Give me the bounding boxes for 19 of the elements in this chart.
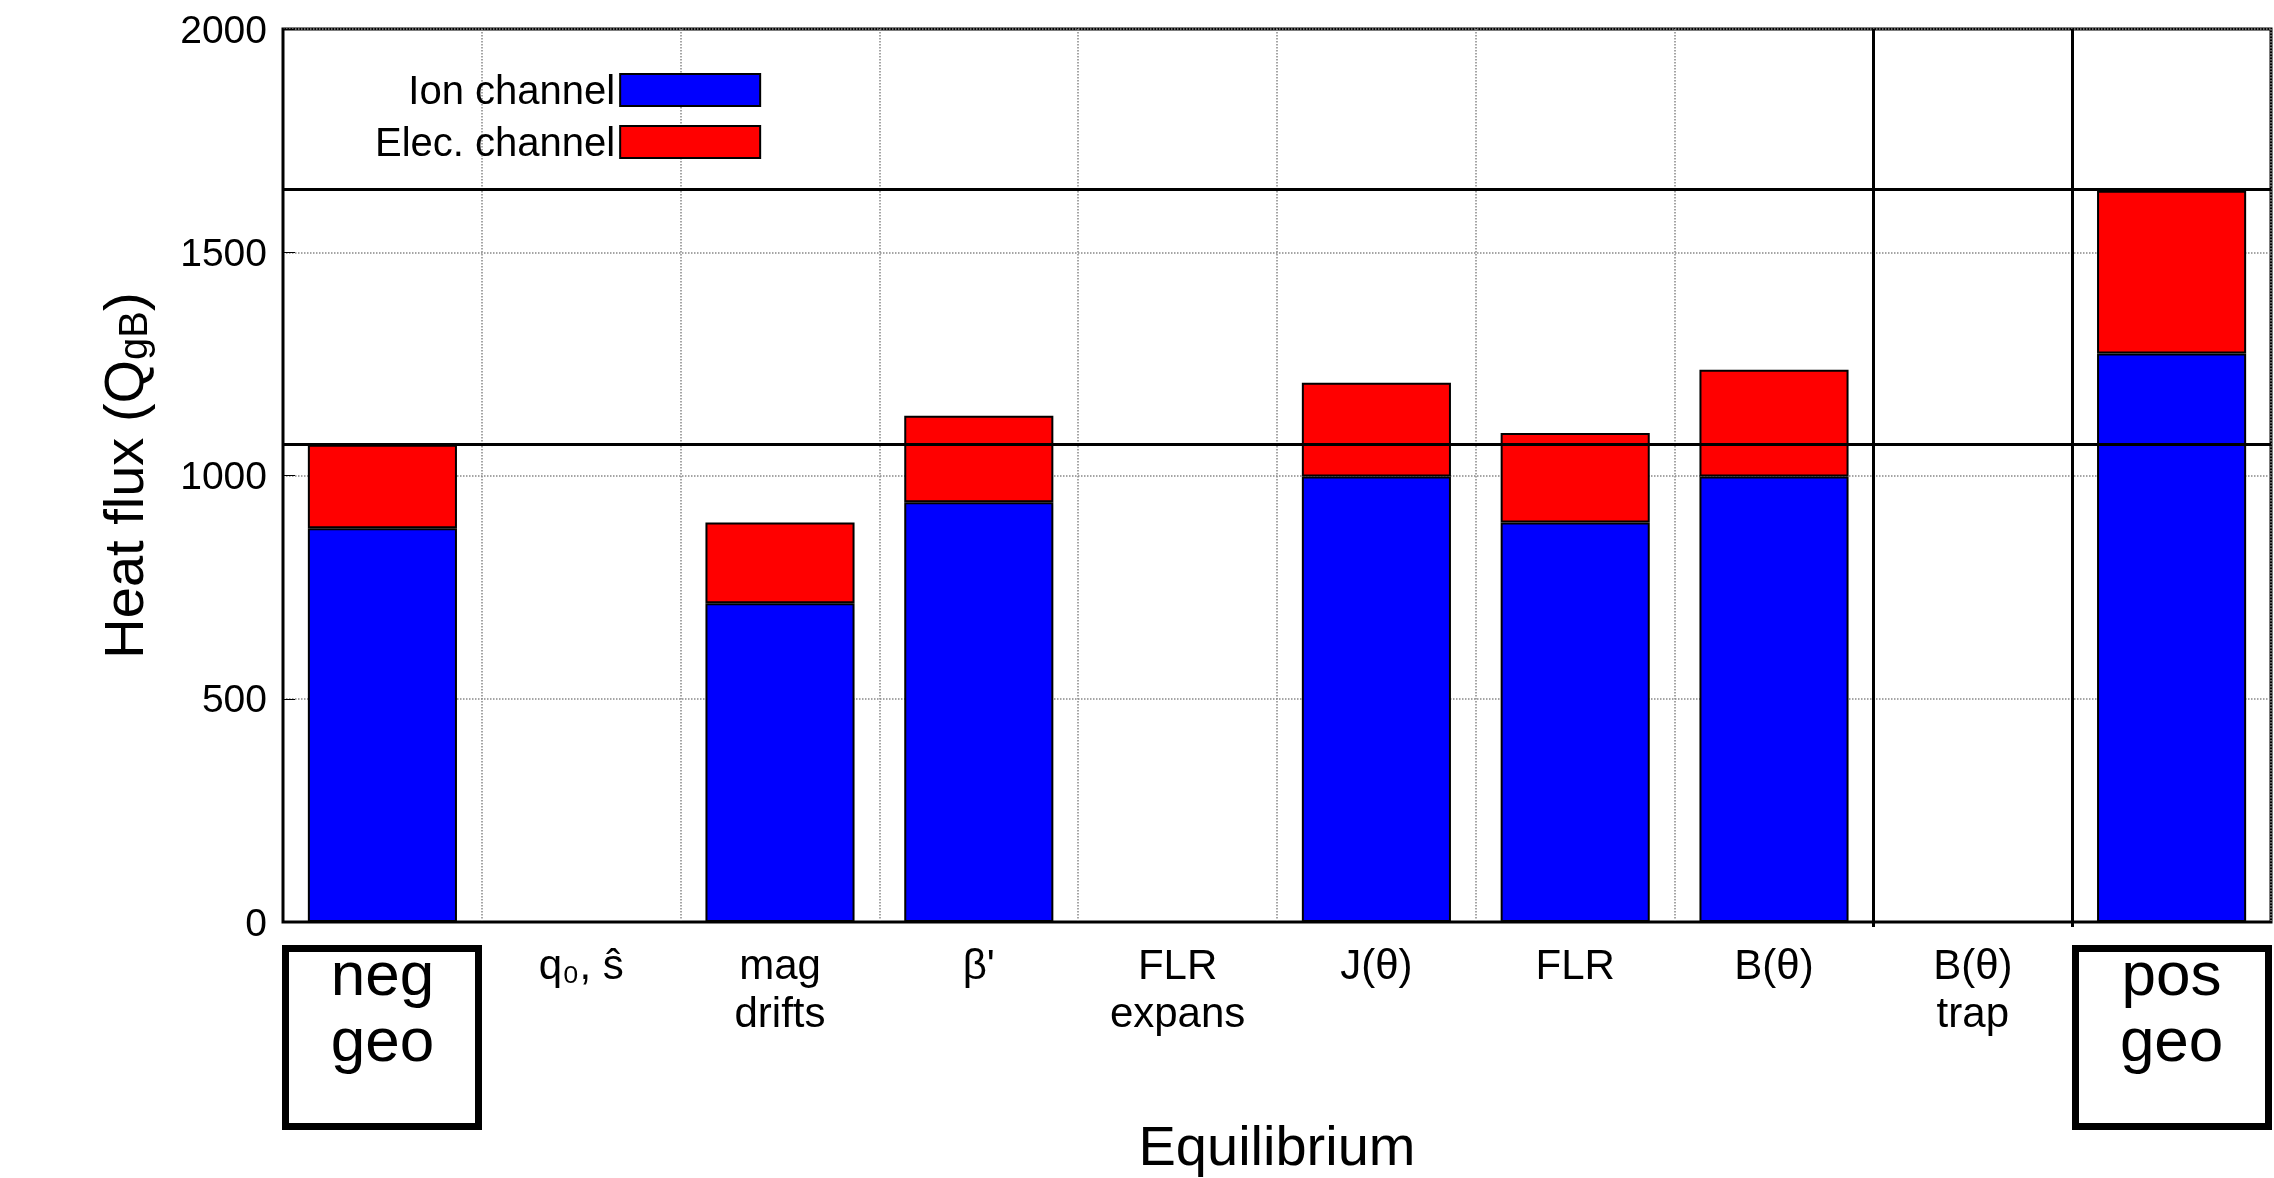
- y-tick-label: 2000: [180, 7, 267, 51]
- x-tick-label: J(θ): [1340, 940, 1413, 988]
- x-tick-label: FLR expans: [1109, 940, 1246, 1036]
- y-tick-label: 1000: [180, 454, 267, 497]
- legend-label: Ion channel: [408, 68, 616, 112]
- y-axis-title: Heat flux (QgB): [91, 292, 155, 659]
- x-tick-label: B(θ) trap: [1933, 940, 2013, 1036]
- x-tick-label: B(θ): [1734, 940, 1814, 988]
- y-tick-label: 1500: [180, 230, 267, 274]
- x-tick-label: mag drifts: [734, 940, 826, 1036]
- legend-label: Elec. channel: [375, 120, 616, 164]
- x-tick-label: β': [962, 940, 995, 988]
- x-axis-title: Equilibrium: [1138, 1113, 1416, 1177]
- x-tick-label: neg geo: [330, 938, 435, 1074]
- y-tick-label: 0: [245, 900, 267, 944]
- x-tick-label: FLR: [1535, 940, 1615, 988]
- x-tick-label: q₀, ŝ: [538, 940, 624, 988]
- x-tick-label: pos geo: [2119, 938, 2224, 1074]
- y-tick-label: 500: [201, 677, 267, 721]
